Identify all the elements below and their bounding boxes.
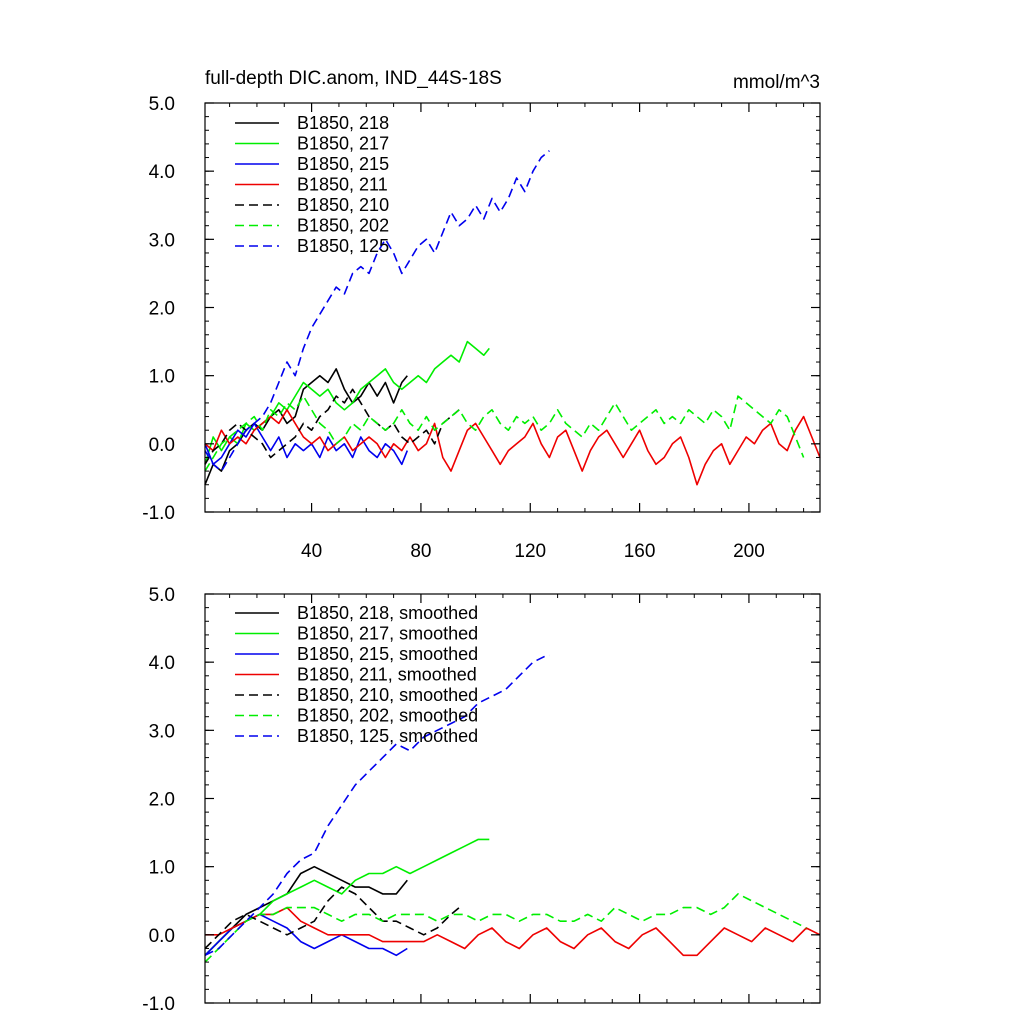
y-tick-label: 1.0 (149, 858, 175, 879)
legend-label: B1850, 125, smoothed (297, 726, 478, 746)
legend-label: B1850, 215, smoothed (297, 644, 478, 664)
series-line-7 (204, 654, 550, 957)
y-tick-label: 4.0 (149, 653, 175, 674)
series-line-4 (204, 408, 821, 486)
series-line-7 (204, 150, 550, 472)
series-line-3 (204, 422, 409, 466)
chart-title: full-depth DIC.anom, IND_44S-18S (205, 68, 502, 89)
legend-label: B1850, 125 (297, 236, 389, 256)
y-tick-label: 3.0 (149, 230, 175, 251)
y-tick-label: 3.0 (149, 721, 175, 742)
y-tick-label: 5.0 (149, 585, 175, 606)
x-tick-label: 40 (301, 541, 322, 562)
series-line-1 (204, 865, 408, 956)
legend-label: B1850, 210, smoothed (297, 685, 478, 705)
chart-units: mmol/m^3 (733, 72, 820, 93)
axes: -1.0 0.0 1.0 2.0 3.0 4.0 5.0 (142, 585, 821, 1015)
legend-label: B1850, 217, smoothed (297, 624, 478, 644)
y-tick-label: 4.0 (149, 162, 175, 183)
y-tick-label: 2.0 (149, 299, 175, 320)
y-tick-label: 5.0 (149, 94, 175, 115)
legend-label: B1850, 217 (297, 134, 389, 154)
series-line-4 (205, 906, 821, 957)
x-tick-label: 80 (410, 541, 431, 562)
series-line-6 (204, 395, 805, 472)
legend-label: B1850, 215 (297, 154, 389, 174)
y-tick-label: -1.0 (142, 503, 175, 524)
top-chart-panel: full-depth DIC.anom, IND_44S-18S mmol/m^… (142, 68, 821, 562)
legend-label: B1850, 211 (297, 175, 388, 195)
series-line-6 (204, 893, 807, 963)
x-tick-label: 200 (733, 541, 765, 562)
legend-label: B1850, 218, smoothed (297, 603, 478, 623)
legend-label: B1850, 202, smoothed (297, 706, 478, 726)
y-tick-label: 0.0 (149, 435, 175, 456)
legend-label: B1850, 202 (297, 216, 389, 236)
x-tick-label: 120 (514, 541, 546, 562)
series-layer (204, 150, 821, 486)
y-tick-label: 1.0 (149, 367, 175, 388)
y-tick-label: 2.0 (149, 790, 175, 811)
series-layer (204, 654, 821, 963)
legend-label: B1850, 218 (297, 113, 389, 133)
axes: -1.0 0.0 1.0 2.0 3.0 4.0 5.0 40 80 120 160 200 (142, 94, 821, 562)
series-line-2 (204, 340, 490, 465)
legend-label: B1850, 210 (297, 195, 389, 215)
y-tick-label: 0.0 (149, 926, 175, 947)
x-tick-label: 160 (624, 541, 656, 562)
legend-label: B1850, 211, smoothed (297, 665, 477, 685)
series-line-5 (204, 388, 460, 465)
y-tick-label: -1.0 (142, 994, 175, 1015)
series-line-5 (204, 886, 460, 950)
bottom-chart-panel: -1.0 0.0 1.0 2.0 3.0 4.0 5.0 B1850, 218, smoot… (142, 585, 821, 1015)
